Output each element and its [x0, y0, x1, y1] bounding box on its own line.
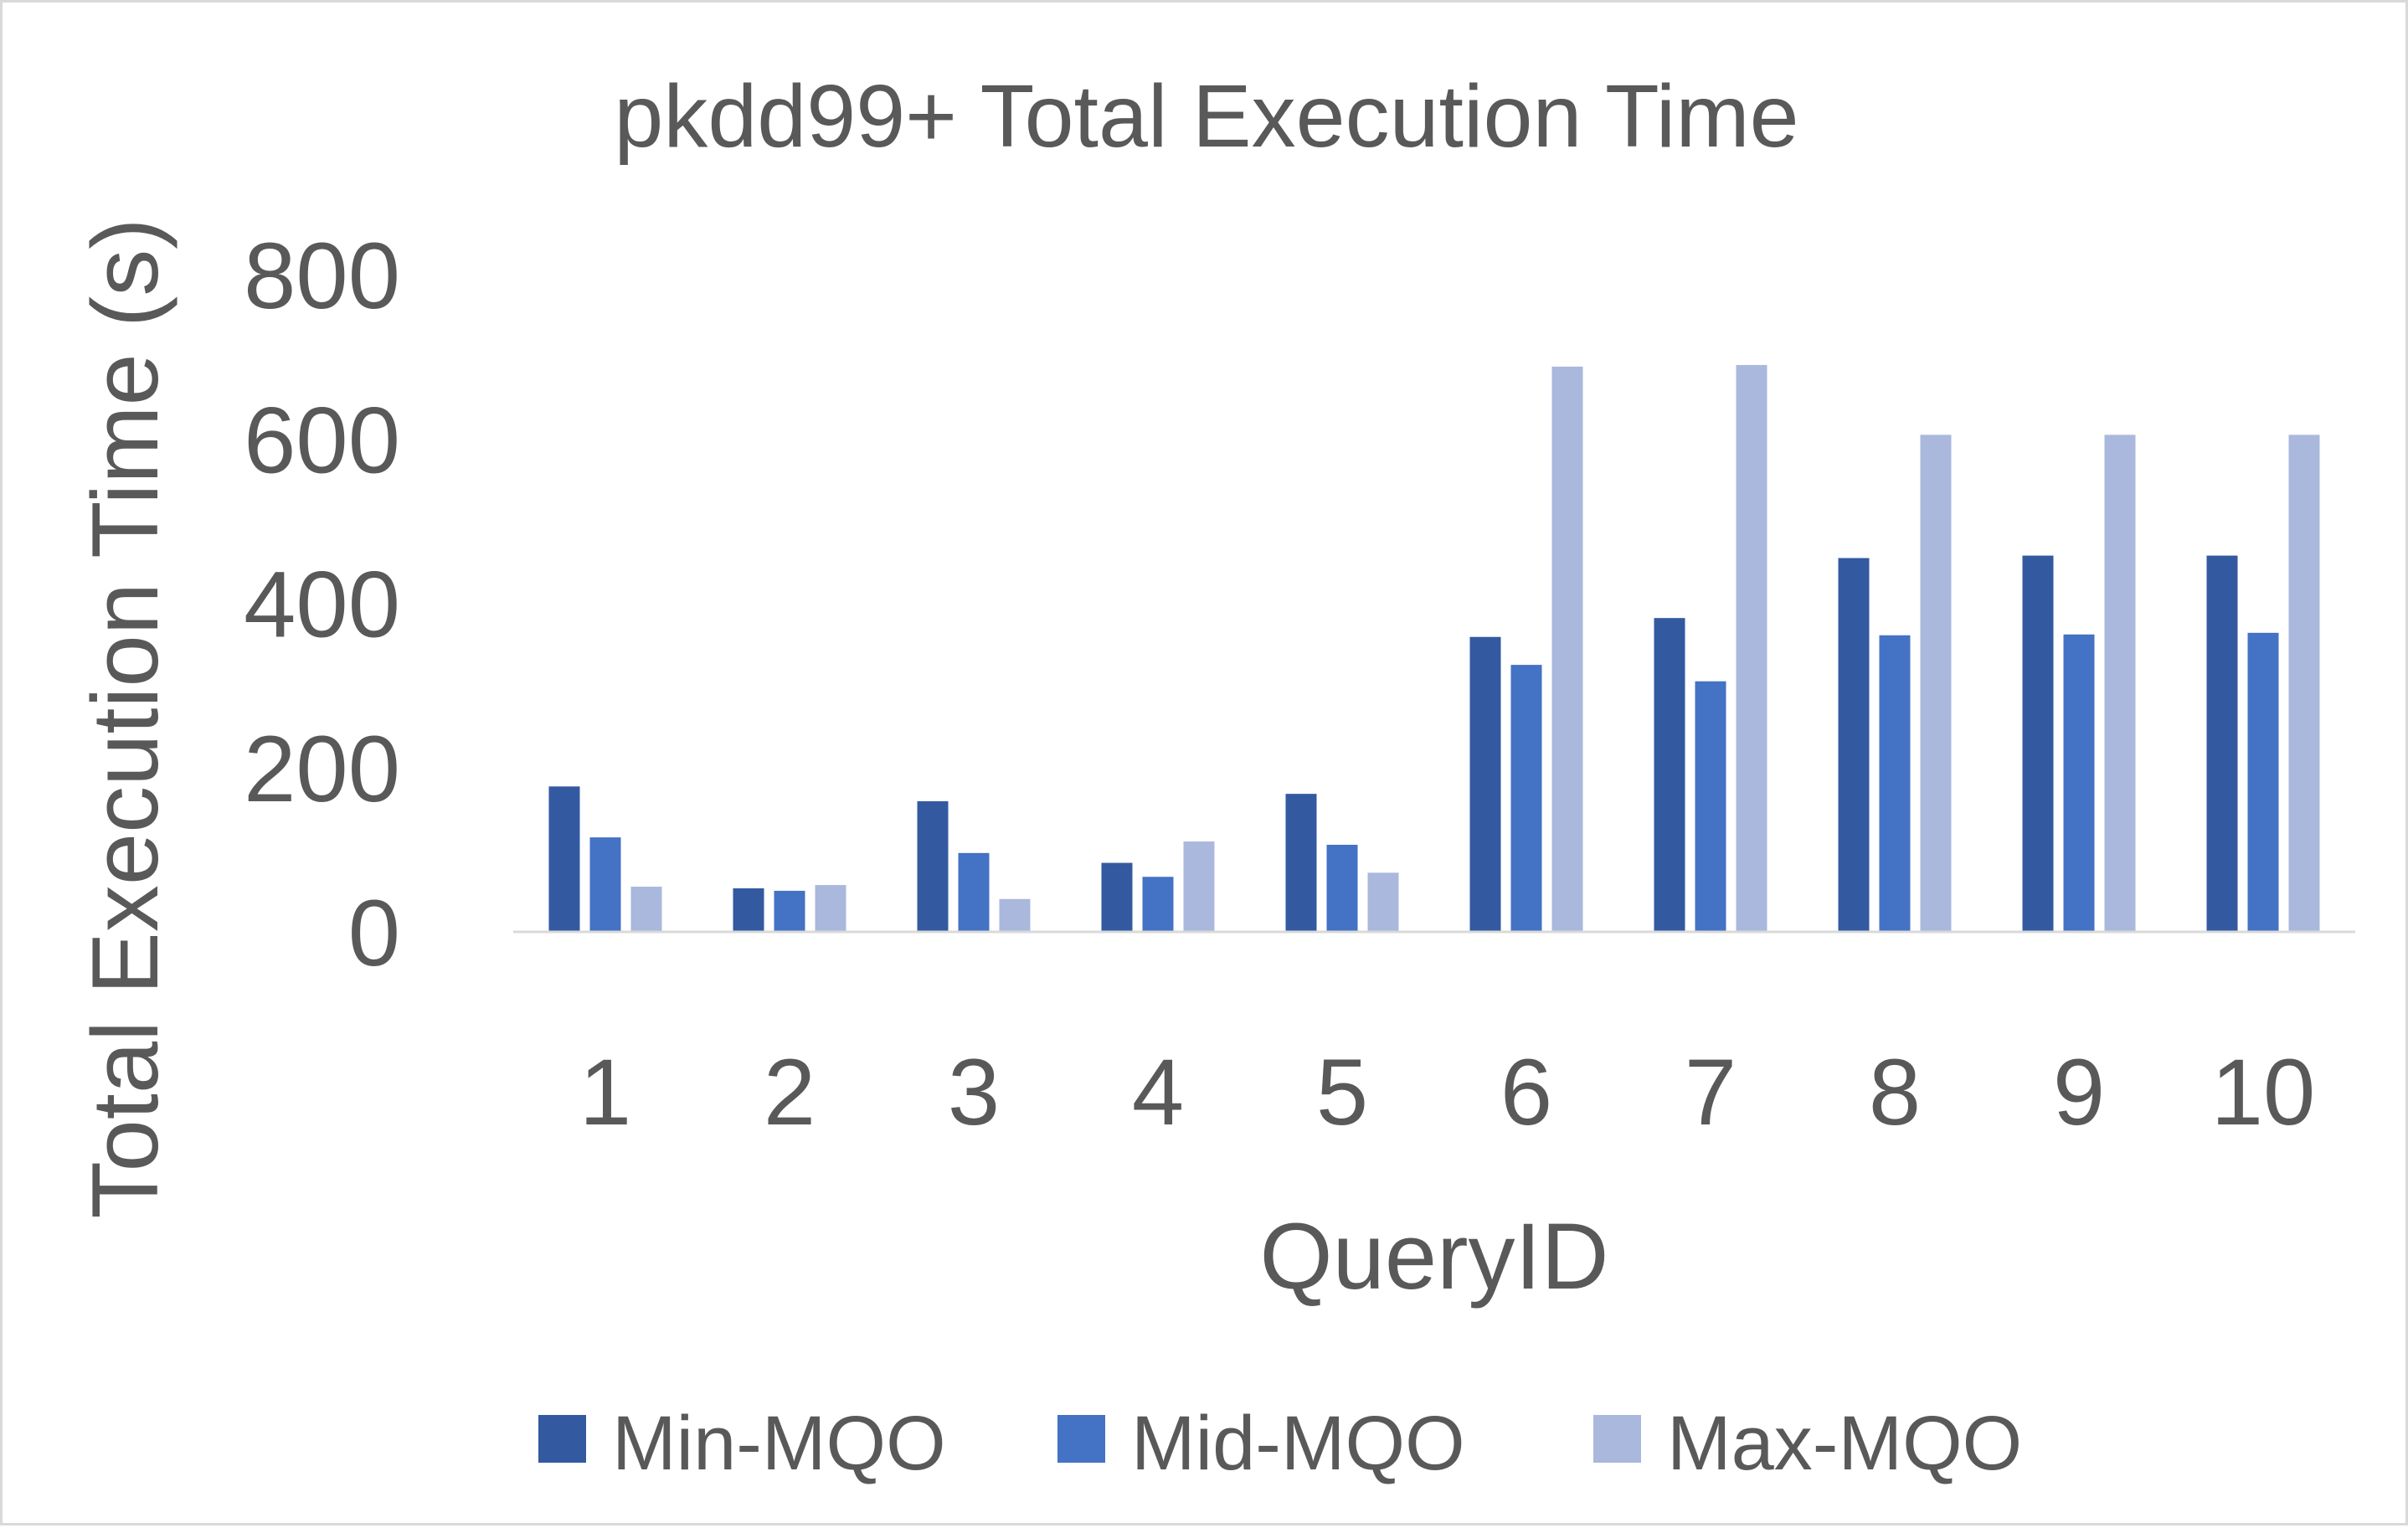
legend-swatch-max-mqo — [1593, 1415, 1641, 1463]
bar-max-mqo-query-4 — [1183, 841, 1215, 932]
bar-mid-mqo-query-6 — [1510, 665, 1542, 932]
bar-max-mqo-query-6 — [1551, 366, 1583, 932]
bar-max-mqo-query-2 — [815, 885, 846, 932]
y-tick-label: 600 — [244, 388, 400, 492]
bar-mid-mqo-query-3 — [958, 852, 990, 932]
bar-series — [548, 364, 2320, 932]
bar-min-mqo-query-10 — [2206, 555, 2238, 932]
bar-min-mqo-query-4 — [1101, 862, 1133, 932]
x-tick-label: 8 — [1869, 1040, 1921, 1145]
y-tick-label: 400 — [244, 553, 400, 657]
x-tick-label: 6 — [1500, 1040, 1552, 1145]
bar-mid-mqo-query-7 — [1695, 681, 1726, 932]
bar-mid-mqo-query-8 — [1879, 635, 1911, 932]
y-tick-label: 0 — [348, 881, 400, 985]
bar-max-mqo-query-8 — [1920, 435, 1952, 932]
chart-title: pkdd99+ Total Execution Time — [614, 67, 1798, 166]
bar-mid-mqo-query-4 — [1142, 877, 1174, 932]
bar-min-mqo-query-1 — [548, 786, 580, 932]
bar-min-mqo-query-8 — [1838, 558, 1870, 932]
y-tick-label: 800 — [244, 224, 400, 328]
legend: Min-MQO Mid-MQO Max-MQO — [538, 1401, 2022, 1486]
bar-max-mqo-query-10 — [2288, 435, 2320, 932]
x-tick-label: 3 — [948, 1040, 1000, 1145]
bar-min-mqo-query-5 — [1285, 794, 1317, 932]
x-tick-label: 5 — [1316, 1040, 1368, 1145]
bar-max-mqo-query-3 — [999, 898, 1031, 932]
x-tick-label: 9 — [2053, 1040, 2105, 1145]
x-tick-label: 2 — [764, 1040, 816, 1145]
bar-mid-mqo-query-2 — [774, 890, 805, 932]
bar-mid-mqo-query-9 — [2063, 634, 2095, 932]
bar-max-mqo-query-9 — [2104, 435, 2136, 932]
bar-max-mqo-query-7 — [1736, 364, 1767, 932]
x-tick-label: 7 — [1685, 1040, 1737, 1145]
bar-chart: pkdd99+ Total Execution Time Total Execu… — [73, 67, 2355, 1486]
legend-label-mid-mqo: Mid-MQO — [1131, 1401, 1465, 1486]
bar-max-mqo-query-5 — [1367, 872, 1399, 932]
legend-swatch-min-mqo — [538, 1415, 586, 1463]
x-axis-label: QueryID — [1260, 1204, 1609, 1309]
bar-min-mqo-query-6 — [1469, 636, 1501, 932]
bar-min-mqo-query-3 — [917, 800, 949, 932]
x-tick-label: 10 — [2211, 1040, 2316, 1145]
y-tick-label: 200 — [244, 717, 400, 821]
bar-mid-mqo-query-1 — [589, 837, 621, 932]
bar-min-mqo-query-9 — [2022, 555, 2054, 932]
bar-mid-mqo-query-10 — [2247, 632, 2279, 932]
x-axis-ticks: 1 2 3 4 5 6 7 8 9 10 — [579, 1040, 2315, 1145]
legend-label-min-mqo: Min-MQO — [612, 1401, 946, 1486]
legend-swatch-mid-mqo — [1057, 1415, 1105, 1463]
x-tick-label: 1 — [579, 1040, 631, 1145]
bar-min-mqo-query-2 — [733, 887, 764, 932]
y-axis-ticks: 0 200 400 600 800 — [244, 224, 400, 985]
bar-max-mqo-query-1 — [630, 887, 662, 932]
bar-min-mqo-query-7 — [1654, 618, 1685, 932]
bar-mid-mqo-query-5 — [1326, 844, 1358, 932]
y-axis-label: Total Execution Time (s) — [73, 218, 178, 1218]
legend-label-max-mqo: Max-MQO — [1667, 1401, 2022, 1486]
x-tick-label: 4 — [1132, 1040, 1184, 1145]
